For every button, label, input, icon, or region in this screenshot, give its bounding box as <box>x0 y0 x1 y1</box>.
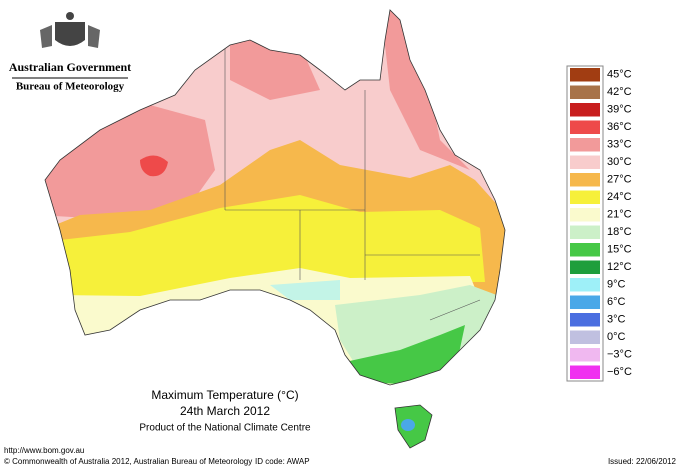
legend-swatch <box>570 365 600 379</box>
url: http://www.bom.gov.au <box>4 446 84 455</box>
legend-label: −3°C <box>607 349 632 361</box>
legend-label: 18°C <box>607 226 632 238</box>
government: Australian Government <box>9 60 131 74</box>
crest <box>40 12 100 48</box>
legend-label: 36°C <box>607 121 632 133</box>
legend-swatch <box>570 330 600 344</box>
legend-frame <box>566 65 604 382</box>
legend-swatch <box>570 103 600 117</box>
legend-swatch <box>570 120 600 134</box>
legend-label: 33°C <box>607 139 632 151</box>
map-date: 24th March 2012 <box>180 404 270 418</box>
legend-swatch <box>570 155 600 169</box>
legend-swatch <box>570 348 600 362</box>
issued: Issued: 22/06/2012 <box>608 457 677 466</box>
legend-label: 24°C <box>607 191 632 203</box>
legend-label: 0°C <box>607 331 626 343</box>
legend: 45°C 42°C 39°C 36°C 33°C 30°C 27°C 24°C 21°C 18°C… <box>566 65 632 382</box>
legend-label: −6°C <box>607 366 632 378</box>
legend-label: 30°C <box>607 156 632 168</box>
coastline <box>44 9 506 449</box>
legend-label: 15°C <box>607 244 632 256</box>
legend-label: 27°C <box>607 174 632 186</box>
legend-label: 3°C <box>607 314 626 326</box>
legend-swatch <box>570 208 600 222</box>
legend-swatch <box>570 278 600 292</box>
legend-swatch <box>570 225 600 239</box>
legend-swatch <box>570 295 600 309</box>
legend-swatch <box>570 138 600 152</box>
copyright: © Commonwealth of Australia 2012, Austra… <box>4 457 252 466</box>
id-code: ID code: AWAP <box>255 457 310 466</box>
legend-label: 9°C <box>607 279 626 291</box>
legend-label: 39°C <box>607 104 632 116</box>
legend-label: 21°C <box>607 209 632 221</box>
legend-swatch <box>570 190 600 204</box>
legend-label: 12°C <box>607 261 632 273</box>
legend-swatch <box>570 243 600 257</box>
agency: Bureau of Meteorology <box>16 81 125 93</box>
legend-swatch <box>570 173 600 187</box>
legend-swatch <box>570 85 600 99</box>
map-product: Product of the National Climate Centre <box>139 423 311 434</box>
legend-swatch <box>570 260 600 274</box>
legend-label: 6°C <box>607 296 626 308</box>
legend-label: 45°C <box>607 69 632 81</box>
legend-swatch <box>570 313 600 327</box>
legend-label: 42°C <box>607 86 632 98</box>
map-title: Maximum Temperature (°C) <box>151 388 298 402</box>
legend-swatch <box>570 68 600 82</box>
